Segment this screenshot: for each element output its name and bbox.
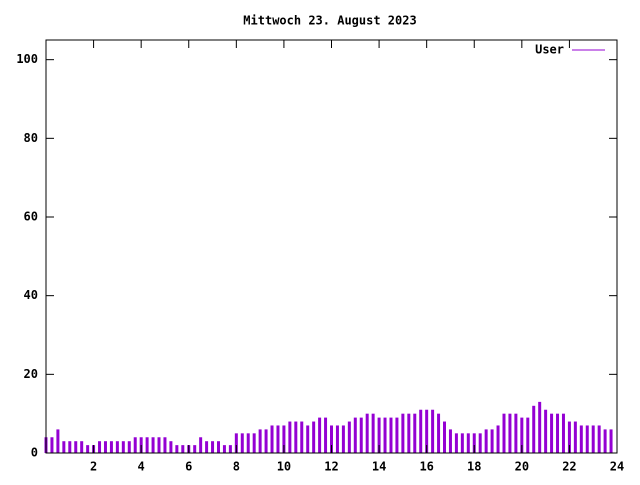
x-tick-label: 10 bbox=[277, 460, 291, 474]
x-tick-label: 8 bbox=[233, 460, 240, 474]
x-tick-label: 20 bbox=[515, 460, 529, 474]
legend-label: User bbox=[535, 43, 564, 57]
x-tick-label: 16 bbox=[419, 460, 433, 474]
y-tick-label: 60 bbox=[24, 210, 38, 224]
x-tick-label: 24 bbox=[610, 460, 624, 474]
y-tick-label: 20 bbox=[24, 367, 38, 381]
y-tick-label: 100 bbox=[16, 52, 38, 66]
x-tick-label: 12 bbox=[324, 460, 338, 474]
chart-title: Mittwoch 23. August 2023 bbox=[243, 14, 416, 28]
x-tick-label: 18 bbox=[467, 460, 481, 474]
x-tick-label: 22 bbox=[562, 460, 576, 474]
y-tick-label: 40 bbox=[24, 288, 38, 302]
x-tick-label: 14 bbox=[372, 460, 386, 474]
x-tick-label: 6 bbox=[185, 460, 192, 474]
y-tick-label: 80 bbox=[24, 131, 38, 145]
y-tick-label: 0 bbox=[31, 446, 38, 460]
x-tick-label: 4 bbox=[138, 460, 145, 474]
x-tick-label: 2 bbox=[90, 460, 97, 474]
